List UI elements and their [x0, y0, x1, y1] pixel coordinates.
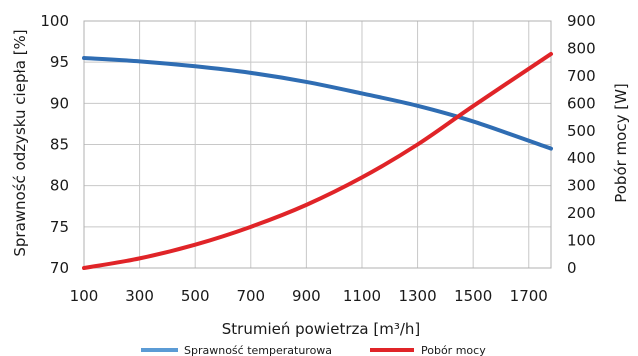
y-right-axis-title: Pobór mocy [W]	[612, 83, 630, 203]
y-right-tick-label: 900	[567, 12, 596, 30]
y-left-tick-label: 85	[50, 136, 69, 154]
series-lines	[82, 51, 553, 270]
x-tick-label: 500	[181, 287, 210, 305]
x-axis-ticks: 100 300 500 700 900 1100 1300 1500 1700	[70, 287, 548, 305]
y-right-tick-label: 300	[567, 177, 596, 195]
x-tick-label: 300	[125, 287, 154, 305]
x-tick-label: 1100	[343, 287, 381, 305]
y-right-tick-label: 700	[567, 67, 596, 85]
x-tick-label: 1500	[454, 287, 492, 305]
legend: Sprawność temperaturowa Pobór mocy	[141, 344, 486, 356]
series-line-power	[82, 51, 553, 270]
y-right-tick-label: 0	[567, 259, 577, 277]
y-left-tick-label: 70	[50, 259, 69, 277]
y-left-tick-label: 80	[50, 177, 69, 195]
y-right-tick-label: 600	[567, 94, 596, 112]
y-right-tick-label: 100	[567, 232, 596, 250]
series-line-efficiency	[82, 56, 553, 151]
y-left-axis-title: Sprawność odzysku ciepła [%]	[11, 29, 29, 256]
x-tick-label: 1300	[398, 287, 436, 305]
y-left-axis-ticks: 70 75 80 85 90 95 100	[40, 12, 69, 277]
y-left-tick-label: 90	[50, 94, 69, 112]
y-right-tick-label: 800	[567, 39, 596, 57]
y-left-tick-label: 75	[50, 218, 69, 236]
y-left-tick-label: 100	[40, 12, 69, 30]
legend-label: Pobór mocy	[421, 344, 486, 356]
y-left-tick-label: 95	[50, 53, 69, 71]
y-right-axis-ticks: 0 100 200 300 400 500 600 700 800 900	[567, 12, 596, 277]
x-tick-label: 1700	[510, 287, 548, 305]
y-right-tick-label: 400	[567, 149, 596, 167]
x-tick-label: 700	[236, 287, 265, 305]
x-tick-label: 900	[292, 287, 321, 305]
x-tick-label: 100	[70, 287, 99, 305]
plot-frame	[83, 20, 552, 269]
x-axis-title: Strumień powietrza [m³/h]	[222, 320, 421, 338]
legend-label: Sprawność temperaturowa	[184, 344, 332, 356]
y-right-tick-label: 200	[567, 204, 596, 222]
grid	[83, 20, 552, 269]
y-right-tick-label: 500	[567, 122, 596, 140]
